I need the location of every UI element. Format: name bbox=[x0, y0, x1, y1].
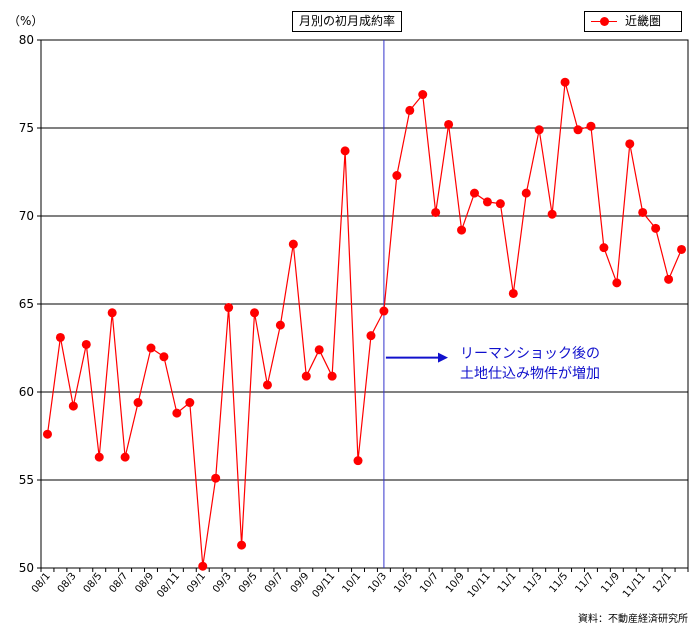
data-point bbox=[107, 308, 117, 318]
data-point bbox=[431, 207, 441, 217]
annotation-line-1: リーマンショック後の bbox=[460, 346, 600, 362]
data-point bbox=[81, 339, 91, 349]
data-point bbox=[418, 90, 428, 100]
x-tick-label: 10/7 bbox=[418, 571, 441, 595]
data-point bbox=[340, 146, 350, 156]
data-point bbox=[521, 188, 531, 198]
x-tick-label: 10/3 bbox=[366, 571, 389, 595]
data-point bbox=[664, 274, 674, 284]
data-point bbox=[599, 243, 609, 253]
y-tick-label: 70 bbox=[19, 209, 34, 223]
x-tick-label: 10/11 bbox=[466, 571, 493, 600]
y-axis-ticks: 50 55 60 65 70 75 80 bbox=[19, 33, 41, 575]
annotation-arrowhead-icon bbox=[438, 352, 448, 363]
grid-lines bbox=[40, 39, 689, 569]
data-point bbox=[42, 429, 52, 439]
data-point bbox=[612, 278, 622, 288]
data-point bbox=[120, 452, 130, 462]
data-point bbox=[301, 371, 311, 381]
data-point bbox=[457, 225, 467, 235]
series-line bbox=[46, 82, 683, 567]
x-tick-label: 11/5 bbox=[547, 571, 570, 595]
data-point bbox=[237, 540, 247, 550]
data-point bbox=[638, 207, 648, 217]
y-tick-label: 65 bbox=[19, 297, 34, 311]
data-point bbox=[314, 345, 324, 355]
data-point bbox=[288, 239, 298, 249]
x-tick-label: 09/3 bbox=[211, 571, 234, 595]
data-point bbox=[185, 398, 195, 408]
series-kinki bbox=[42, 77, 687, 571]
data-point bbox=[133, 398, 143, 408]
x-tick-label: 08/3 bbox=[56, 571, 79, 595]
legend-marker-icon bbox=[600, 17, 609, 26]
data-point bbox=[586, 121, 596, 131]
x-tick-label: 09/5 bbox=[237, 571, 260, 595]
data-point bbox=[55, 332, 65, 342]
data-point bbox=[262, 380, 272, 390]
data-point bbox=[405, 105, 415, 115]
annotation-arrow bbox=[385, 352, 448, 363]
data-point bbox=[534, 125, 544, 135]
y-tick-label: 80 bbox=[19, 33, 34, 47]
data-point bbox=[146, 343, 156, 353]
data-point bbox=[198, 561, 208, 571]
data-point bbox=[573, 125, 583, 135]
x-tick-label: 10/1 bbox=[340, 571, 363, 595]
x-tick-label: 11/9 bbox=[599, 571, 622, 595]
data-point bbox=[275, 320, 285, 330]
data-point bbox=[353, 456, 363, 466]
data-point bbox=[159, 352, 169, 362]
data-point bbox=[495, 199, 505, 209]
data-point bbox=[444, 119, 454, 129]
annotation-text: リーマンショック後の 土地仕込み物件が増加 bbox=[460, 344, 600, 384]
x-tick-label: 08/11 bbox=[155, 571, 182, 600]
data-point bbox=[94, 452, 104, 462]
data-point bbox=[327, 371, 337, 381]
annotation-line-2: 土地仕込み物件が増加 bbox=[460, 366, 600, 382]
x-axis-ticks: 08/1 08/3 08/5 08/7 08/908/11 09/1 09/3 09/5 09/… bbox=[30, 568, 689, 600]
data-point bbox=[469, 188, 479, 198]
data-point bbox=[392, 171, 402, 181]
data-point bbox=[224, 303, 234, 313]
data-point bbox=[677, 244, 687, 254]
y-tick-label: 60 bbox=[19, 385, 34, 399]
data-point bbox=[625, 139, 635, 149]
x-tick-label: 10/9 bbox=[444, 571, 467, 595]
x-tick-label: 10/5 bbox=[392, 571, 415, 595]
legend-label: 近畿圏 bbox=[625, 14, 662, 28]
x-tick-label: 09/7 bbox=[263, 571, 286, 595]
x-tick-label: 11/7 bbox=[573, 571, 596, 595]
y-tick-label: 55 bbox=[19, 473, 34, 487]
data-point bbox=[547, 209, 557, 219]
data-point bbox=[172, 408, 182, 418]
data-point bbox=[366, 331, 376, 341]
x-tick-label: 09/1 bbox=[185, 571, 208, 595]
data-point bbox=[482, 197, 492, 207]
x-tick-label: 09/11 bbox=[310, 571, 337, 600]
data-point bbox=[379, 306, 389, 316]
data-point bbox=[508, 288, 518, 298]
y-tick-label: 75 bbox=[19, 121, 34, 135]
data-point bbox=[68, 401, 78, 411]
data-point bbox=[560, 77, 570, 87]
y-axis-unit: （%） bbox=[8, 14, 44, 28]
data-point bbox=[211, 473, 221, 483]
x-tick-label: 08/7 bbox=[108, 571, 131, 595]
x-tick-label: 09/9 bbox=[289, 571, 312, 595]
source-note: 資料：不動産経済研究所 bbox=[578, 614, 688, 625]
data-point bbox=[651, 223, 661, 233]
x-tick-label: 11/11 bbox=[621, 571, 648, 600]
data-point bbox=[250, 308, 260, 318]
y-tick-label: 50 bbox=[19, 561, 34, 575]
x-tick-label: 11/1 bbox=[496, 571, 519, 595]
legend: 近畿圏 bbox=[584, 11, 682, 32]
chart-title: 月別の初月成約率 bbox=[292, 11, 403, 32]
x-tick-label: 08/9 bbox=[133, 571, 156, 595]
x-tick-label: 12/1 bbox=[651, 571, 674, 595]
x-tick-label: 08/5 bbox=[82, 571, 105, 595]
x-tick-label: 11/3 bbox=[522, 571, 545, 595]
